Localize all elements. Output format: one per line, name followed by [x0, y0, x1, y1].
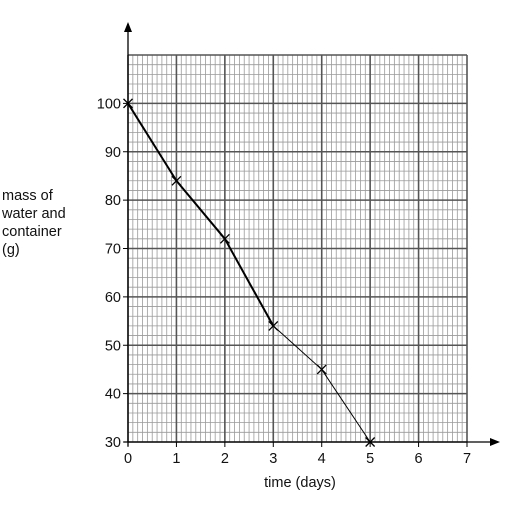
y-axis-arrow: [124, 22, 132, 32]
tick-labels: 0 1 2 3 4 5 6 7 30 40 50 60 70 80 90 100: [97, 96, 471, 467]
x-tick-label: 3: [269, 451, 277, 467]
y-axis-label-line-3: container: [2, 224, 62, 240]
data-point-marker: [123, 98, 133, 109]
series-line-segment: [223, 238, 275, 327]
y-tick-label: 80: [105, 193, 121, 209]
y-tick-label: 40: [105, 387, 121, 403]
x-tick-label: 2: [221, 451, 229, 467]
y-axis-label-line-4: (g): [2, 242, 20, 258]
x-axis-arrow: [490, 438, 500, 446]
y-tick-label: 100: [97, 96, 121, 112]
series-line-segment: [127, 102, 178, 182]
data-point-marker: [219, 233, 230, 244]
series: [123, 98, 376, 447]
x-tick-label: 1: [172, 451, 180, 467]
x-tick-label: 7: [463, 451, 471, 467]
y-tick-label: 50: [105, 338, 121, 354]
y-tick-label: 90: [105, 145, 121, 161]
y-axis-label-line-1: mass of: [2, 188, 53, 204]
y-tick-label: 30: [105, 435, 121, 451]
y-tick-label: 70: [105, 242, 121, 258]
axes: [124, 22, 500, 446]
data-point-marker: [171, 175, 182, 186]
data-point-marker: [268, 320, 279, 331]
series-line-segment: [272, 325, 323, 370]
series-line-segment: [175, 180, 226, 240]
data-point-marker: [316, 364, 327, 375]
x-tick-label: 4: [318, 451, 326, 467]
y-tick-label: 60: [105, 290, 121, 306]
x-axis-label: time (days): [264, 475, 336, 491]
x-tick-label: 5: [366, 451, 374, 467]
x-tick-label: 6: [415, 451, 423, 467]
x-tick-label: 0: [124, 451, 132, 467]
series-line-segment: [321, 369, 371, 443]
data-point-marker: [365, 437, 376, 447]
y-axis-label: mass of water and container (g): [2, 187, 66, 259]
y-axis-label-line-2: water and: [2, 206, 66, 222]
